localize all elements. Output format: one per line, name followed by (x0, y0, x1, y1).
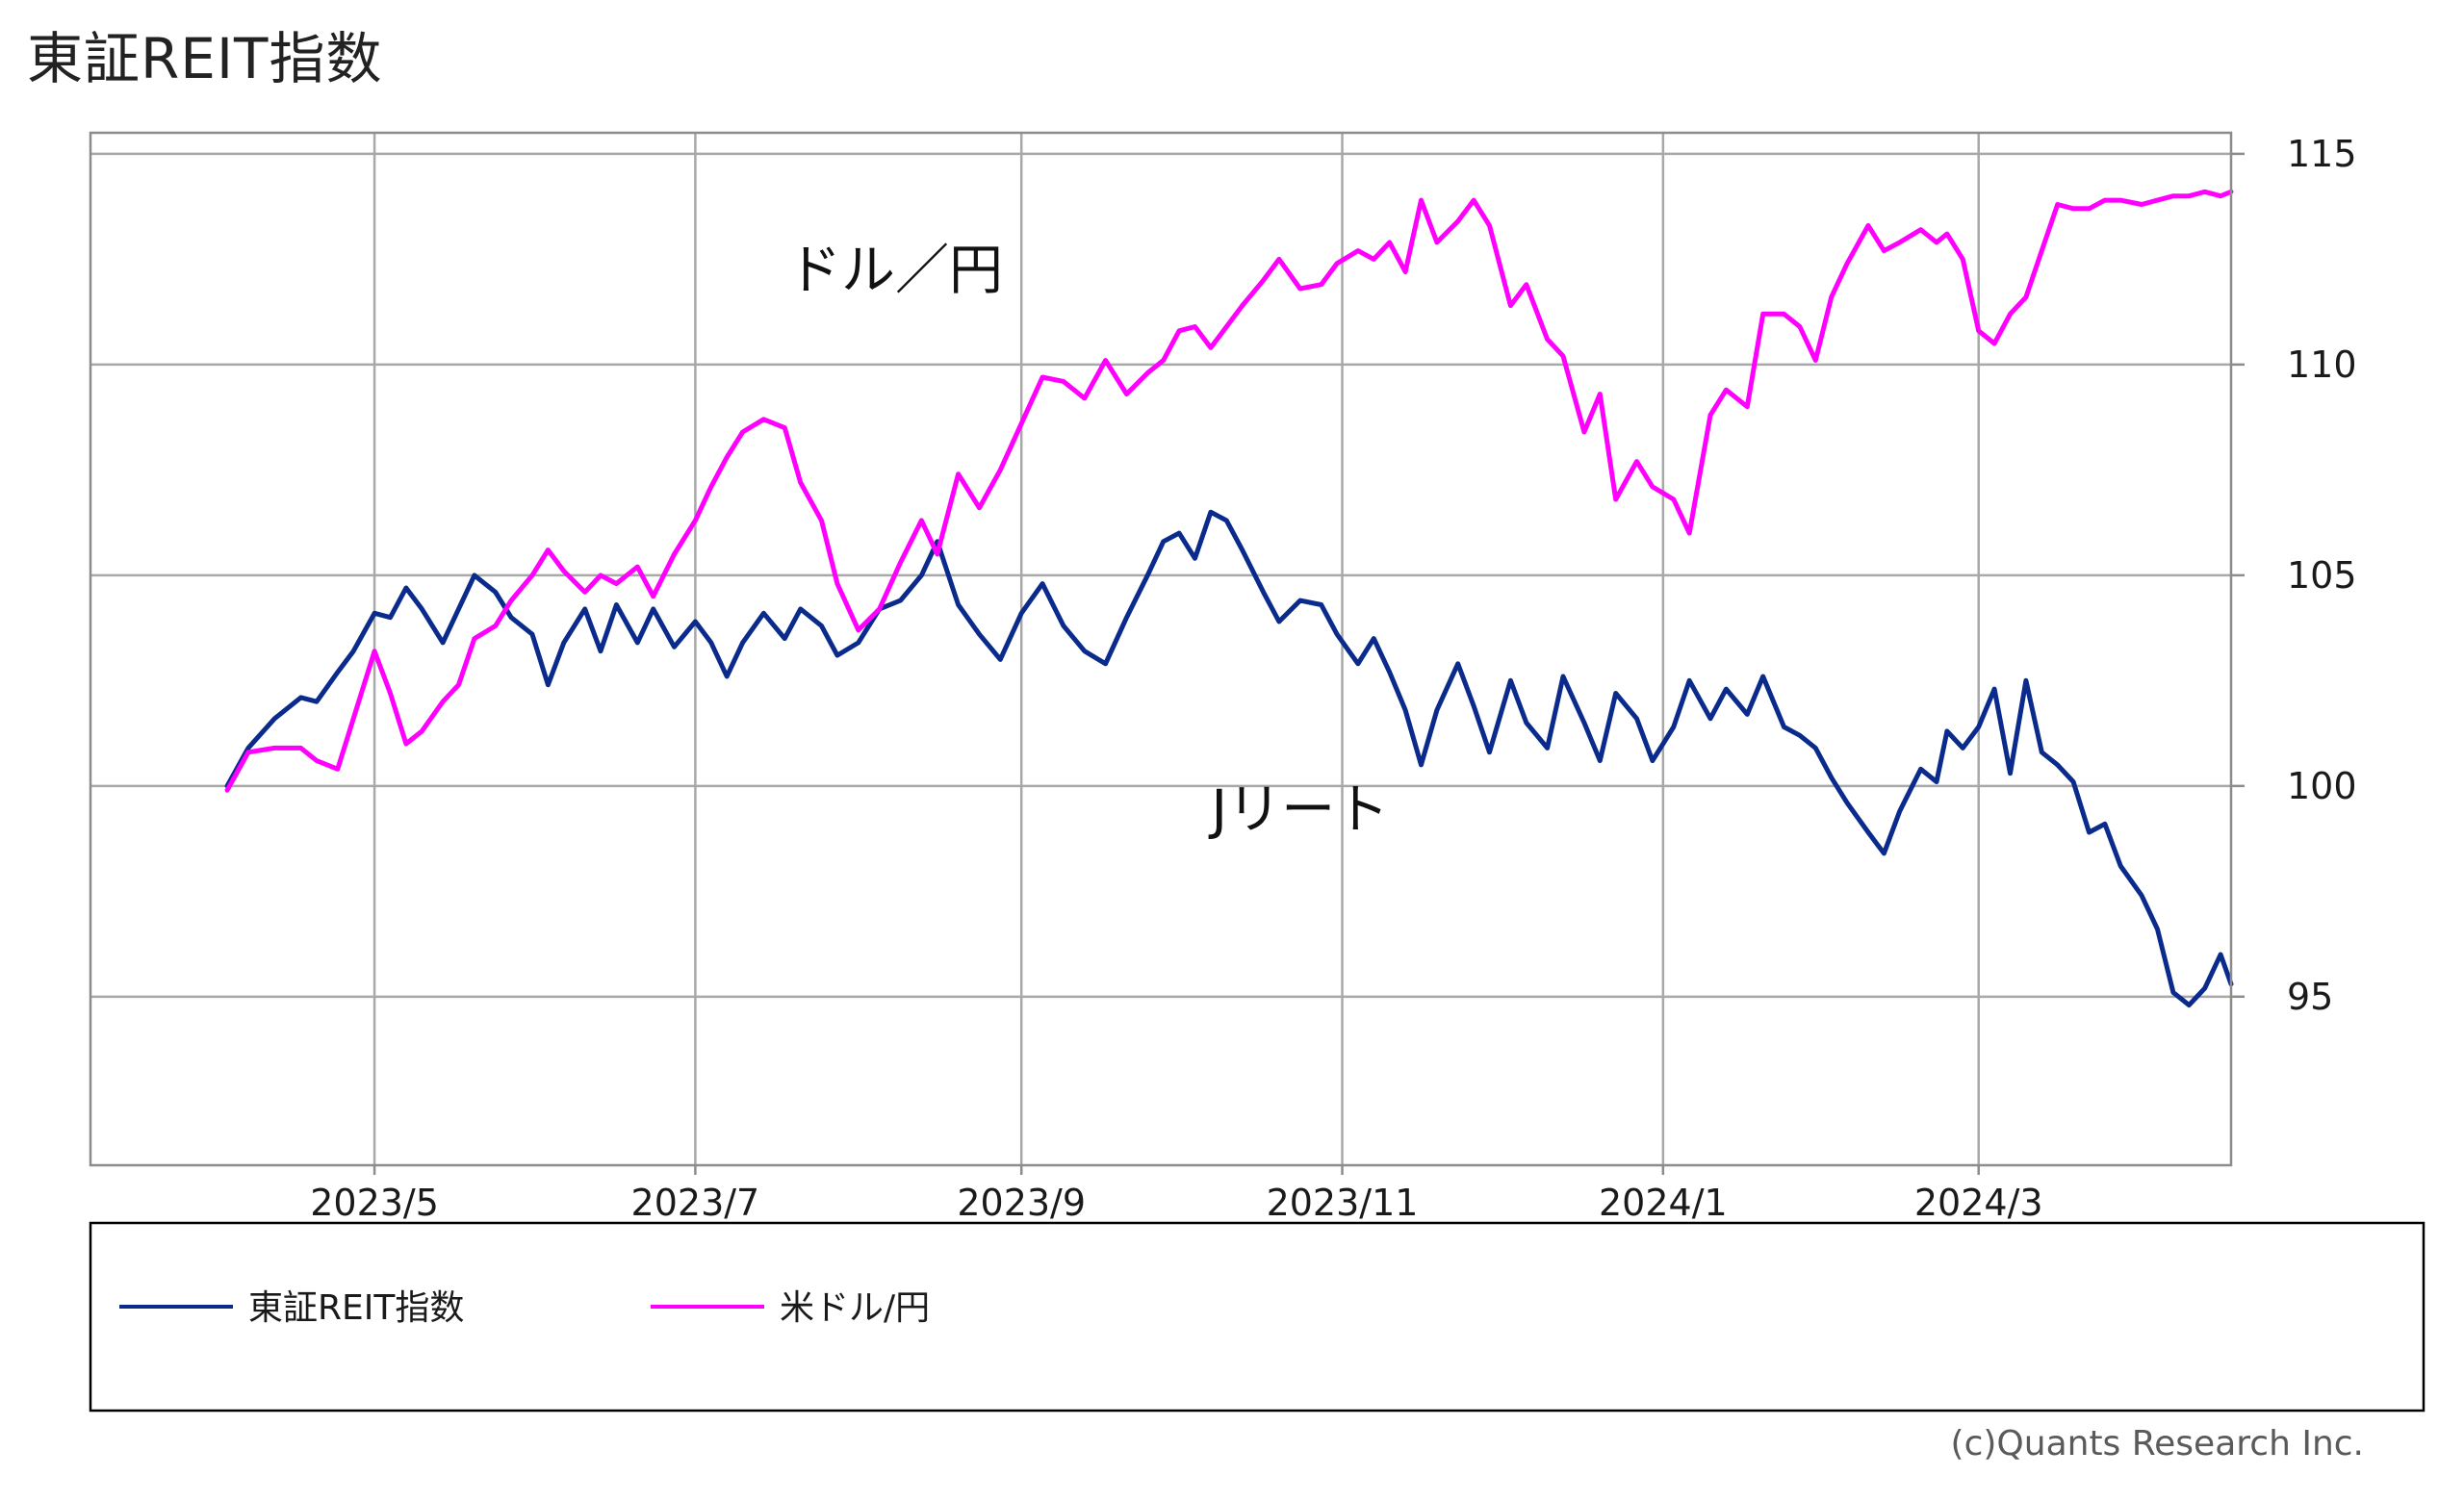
legend: 東証REIT指数 米ドル/円 (89, 1221, 2426, 1413)
legend-box (89, 1221, 2426, 1413)
annotation-1: Jリート (1209, 779, 1390, 842)
x-tick-label-4: 2024/1 (1599, 1182, 1728, 1224)
y-tick-label-2: 105 (2287, 554, 2357, 597)
x-tick-label-1: 2023/7 (631, 1182, 760, 1224)
series-line-1 (224, 189, 2234, 793)
x-tick-label-2: 2023/9 (957, 1182, 1086, 1224)
annotations: ドル／円 Jリート (787, 240, 1389, 842)
series-lines (224, 189, 2234, 1008)
plot-frame (89, 131, 2233, 1167)
plot-area (90, 133, 2231, 1165)
page-title: 東証REIT指数 (27, 26, 383, 91)
series-line-0 (224, 509, 2234, 1008)
y-tick-label-1: 100 (2287, 765, 2357, 807)
x-tick-label-5: 2024/3 (1914, 1182, 2043, 1224)
annotation-0: ドル／円 (787, 240, 1003, 302)
y-tick-label-3: 110 (2287, 344, 2357, 386)
legend-label-0: 東証REIT指数 (248, 1288, 464, 1328)
x-axis-ticks: 2023/5 2023/7 2023/9 2023/11 2024/1 2024/3 (310, 1165, 2043, 1224)
x-tick-label-0: 2023/5 (310, 1182, 439, 1224)
x-tick-label-3: 2023/11 (1267, 1182, 1419, 1224)
legend-label-1: 米ドル/円 (780, 1288, 930, 1328)
y-axis-ticks: 95 100 105 110 115 (2231, 133, 2357, 1018)
y-tick-label-4: 115 (2287, 133, 2357, 175)
copyright-text: (c)Quants Research Inc. (1950, 1424, 2364, 1464)
y-tick-label-0: 95 (2287, 976, 2333, 1018)
